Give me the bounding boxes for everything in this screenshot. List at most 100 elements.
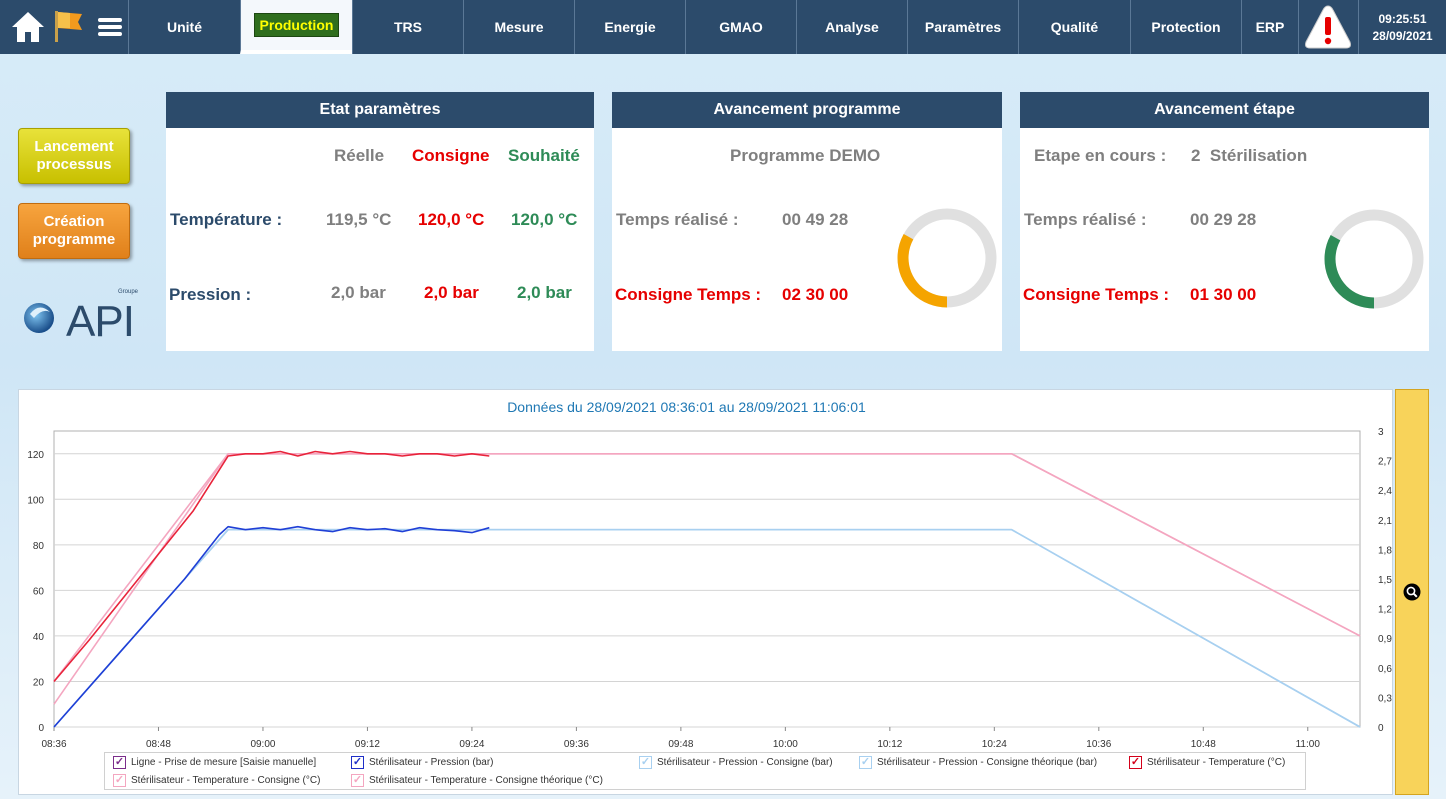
chart-legend: ✓ Ligne - Prise de mesure [Saisie manuell…: [104, 752, 1306, 790]
legend-checkbox[interactable]: ✓: [113, 774, 126, 787]
parameters-panel-title: Etat paramètres: [166, 92, 594, 128]
legend-item[interactable]: ✓ Stérilisateur - Pression (bar): [351, 756, 493, 769]
parameters-panel: Etat paramètres Réelle Consigne Souhaité…: [166, 92, 594, 351]
tab-analyse[interactable]: Analyse: [796, 0, 907, 54]
trend-chart-svg: Données du 28/09/2021 08:36:01 au 28/09/…: [27, 399, 1392, 750]
legend-item[interactable]: ✓ Stérilisateur - Pression - Consigne (ba…: [639, 756, 833, 769]
tab-protection[interactable]: Protection: [1130, 0, 1241, 54]
step-progress-donut: [1324, 209, 1424, 309]
x-tick-label: 10:48: [1191, 739, 1216, 750]
y-left-tick-label: 20: [33, 677, 45, 688]
pressure-wished: 2,0 bar: [517, 283, 572, 302]
home-icon[interactable]: [10, 9, 46, 45]
col-real-header: Réelle: [334, 146, 385, 165]
program-name: Programme DEMO: [730, 146, 881, 165]
x-tick-label: 10:24: [982, 739, 1007, 750]
tab-gmao[interactable]: GMAO: [685, 0, 796, 54]
pressure-label: Pression :: [169, 285, 252, 304]
legend-checkbox[interactable]: ✓: [859, 756, 872, 769]
y-right-tick-label: 2,7: [1378, 457, 1392, 468]
y-right-tick-label: 0,3: [1378, 693, 1392, 704]
chart-zoom-bar[interactable]: [1395, 389, 1429, 795]
legend-item[interactable]: ✓ Stérilisateur - Temperature - Consigne …: [113, 774, 320, 787]
clock: 09:25:51 28/09/2021: [1358, 0, 1446, 54]
x-tick-label: 08:36: [41, 739, 66, 750]
series-line-1: [53, 452, 1361, 682]
legend-checkbox[interactable]: ✓: [351, 774, 364, 787]
step-progress-title: Avancement étape: [1020, 92, 1429, 128]
pressure-setpoint: 2,0 bar: [424, 283, 479, 302]
step-elapsed-value: 00 29 28: [1190, 210, 1257, 229]
program-elapsed-value: 00 49 28: [782, 210, 849, 229]
tab-qualite[interactable]: Qualité: [1018, 0, 1130, 54]
current-step-label: Etape en cours :: [1034, 146, 1167, 165]
logo-group-text: Groupe: [118, 289, 139, 295]
x-tick-label: 09:12: [355, 739, 380, 750]
legend-checkbox[interactable]: ✓: [113, 756, 126, 769]
legend-item[interactable]: ✓ Stérilisateur - Temperature - Consigne …: [351, 774, 603, 787]
alarm-icon: [1304, 5, 1351, 49]
step-progress-panel: Avancement étape Etape en cours : 2 Stér…: [1020, 92, 1429, 351]
legend-item[interactable]: ✓ Stérilisateur - Pression - Consigne thé…: [859, 756, 1097, 769]
tab-label: Paramètres: [924, 19, 1002, 35]
tab-trs[interactable]: TRS: [352, 0, 463, 54]
program-elapsed-label: Temps réalisé :: [616, 210, 739, 229]
legend-item[interactable]: ✓ Stérilisateur - Temperature (°C): [1129, 756, 1285, 769]
x-tick-label: 09:36: [564, 739, 589, 750]
legend-checkbox[interactable]: ✓: [639, 756, 652, 769]
y-left-tick-label: 100: [27, 495, 44, 506]
pressure-real: 2,0 bar: [331, 283, 386, 302]
tab-label: TRS: [394, 19, 422, 35]
x-tick-label: 10:00: [773, 739, 798, 750]
step-setpoint-value: 01 30 00: [1190, 285, 1257, 304]
zoom-icon[interactable]: [1403, 583, 1421, 601]
legend-checkbox[interactable]: ✓: [351, 756, 364, 769]
flag-icon[interactable]: [52, 8, 86, 44]
program-setpoint-value: 02 30 00: [782, 285, 849, 304]
launch-process-button[interactable]: Lancement processus: [18, 128, 130, 184]
tab-energie[interactable]: Energie: [574, 0, 685, 54]
api-logo: Groupe API: [24, 289, 139, 346]
tab-erp[interactable]: ERP: [1241, 0, 1298, 54]
y-left-tick-label: 80: [33, 541, 45, 552]
x-tick-label: 10:36: [1086, 739, 1111, 750]
step-elapsed-label: Temps réalisé :: [1024, 210, 1147, 229]
menu-icon[interactable]: [96, 13, 124, 41]
tab-label: GMAO: [719, 19, 763, 35]
trend-chart: Données du 28/09/2021 08:36:01 au 28/09/…: [18, 389, 1393, 795]
logo-api-text: API: [66, 297, 134, 346]
y-left-tick-label: 60: [33, 586, 45, 597]
program-setpoint-label: Consigne Temps :: [615, 285, 762, 304]
legend-label: Ligne - Prise de mesure [Saisie manuelle…: [131, 757, 317, 768]
tab-label: Energie: [604, 19, 656, 35]
create-label-line-2: programme: [32, 231, 116, 248]
tab-label: ERP: [1255, 19, 1285, 35]
tab-list: Unité Production TRS Mesure Energie GMAO Analy…: [128, 0, 1298, 54]
series-line-2: [53, 450, 490, 683]
series-line-3: [53, 528, 1361, 728]
tab-unite[interactable]: Unité: [128, 0, 240, 54]
create-program-button[interactable]: Création programme: [18, 203, 130, 259]
clock-time: 09:25:51: [1378, 11, 1427, 26]
y-left-tick-label: 0: [38, 723, 44, 734]
x-tick-label: 08:48: [146, 739, 171, 750]
tab-parametres[interactable]: Paramètres: [907, 0, 1018, 54]
tab-production[interactable]: Production: [240, 0, 352, 54]
y-right-tick-label: 2,1: [1378, 516, 1392, 527]
tab-label: Mesure: [494, 19, 544, 35]
alarm-button[interactable]: [1298, 0, 1356, 54]
legend-checkbox[interactable]: ✓: [1129, 756, 1142, 769]
legend-label: Stérilisateur - Pression - Consigne (bar…: [657, 757, 833, 768]
series-line-5: [53, 525, 490, 728]
y-right-tick-label: 1,5: [1378, 575, 1392, 586]
series-line-0: [53, 452, 1361, 705]
col-wished-header: Souhaité: [508, 146, 580, 165]
legend-label: Stérilisateur - Temperature - Consigne (…: [131, 775, 321, 786]
temperature-label: Température :: [170, 210, 283, 229]
tab-label: Unité: [167, 19, 202, 35]
x-tick-label: 09:48: [668, 739, 693, 750]
y-left-tick-label: 40: [33, 632, 45, 643]
legend-item[interactable]: ✓ Ligne - Prise de mesure [Saisie manuell…: [113, 756, 316, 769]
tab-mesure[interactable]: Mesure: [463, 0, 574, 54]
series-line-4: [53, 528, 1361, 728]
